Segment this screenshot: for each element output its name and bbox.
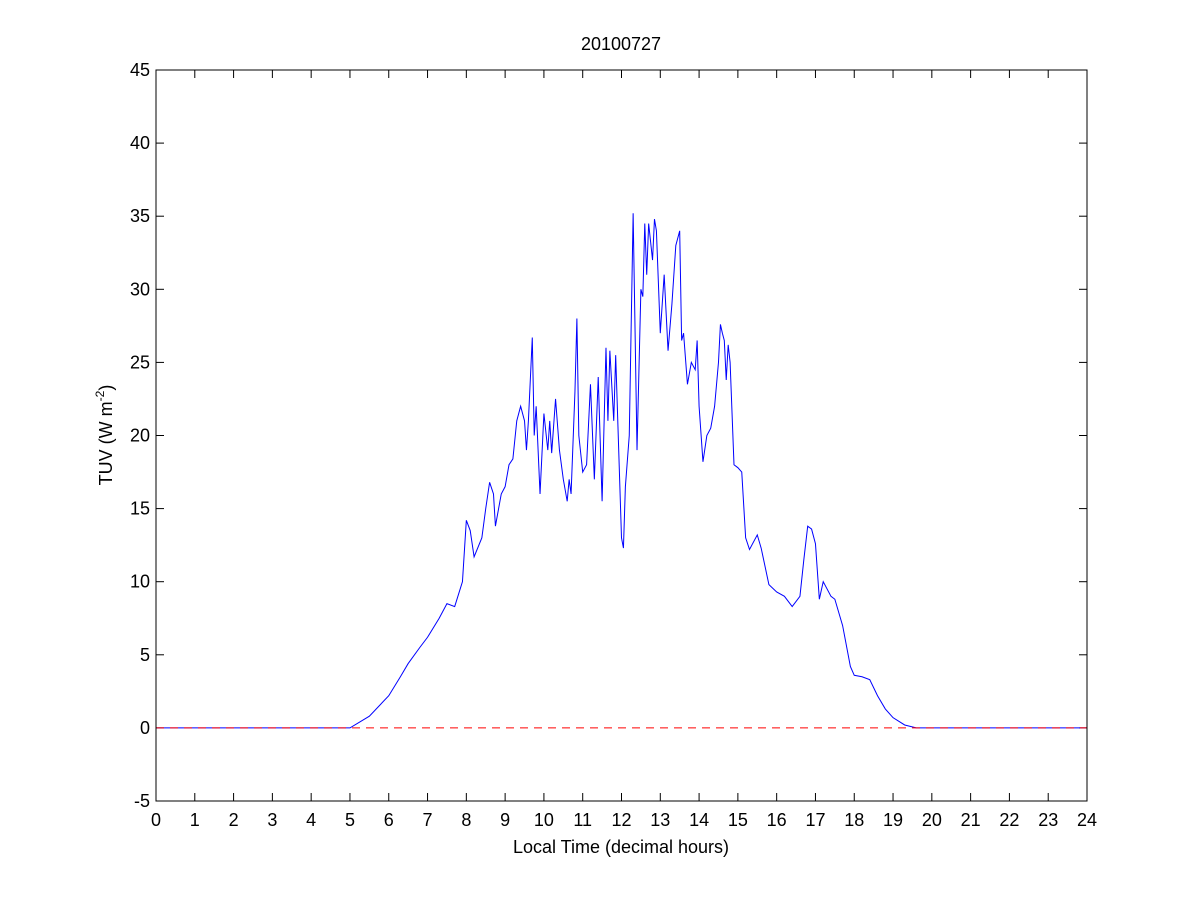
x-tick-label: 8 xyxy=(461,810,471,830)
x-tick-label: 21 xyxy=(961,810,981,830)
x-tick-label: 24 xyxy=(1077,810,1097,830)
y-tick-label: -5 xyxy=(134,791,150,811)
y-axis-label-main: TUV (W m xyxy=(96,401,116,485)
plot-area xyxy=(156,70,1087,801)
y-tick-label: 35 xyxy=(130,206,150,226)
x-tick-label: 11 xyxy=(573,810,592,830)
x-tick-label: 12 xyxy=(611,810,631,830)
x-tick-label: 3 xyxy=(267,810,277,830)
y-tick-label: 0 xyxy=(140,718,150,738)
x-tick-label: 18 xyxy=(844,810,864,830)
x-tick-label: 10 xyxy=(534,810,554,830)
y-tick-label: 15 xyxy=(130,499,150,519)
y-tick-label: 10 xyxy=(130,572,150,592)
y-tick-label: 30 xyxy=(130,279,150,299)
y-tick-label: 25 xyxy=(130,352,150,372)
x-tick-label: 15 xyxy=(728,810,748,830)
x-tick-label: 5 xyxy=(345,810,355,830)
x-tick-label: 17 xyxy=(805,810,825,830)
y-axis-label: TUV (W m-2) xyxy=(93,385,116,486)
x-tick-label: 13 xyxy=(650,810,670,830)
plot-frame xyxy=(155,69,1088,802)
x-tick-label: 20 xyxy=(922,810,942,830)
x-axis-label: Local Time (decimal hours) xyxy=(513,837,729,857)
x-tick-label: 4 xyxy=(306,810,316,830)
x-tick-label: 6 xyxy=(384,810,394,830)
y-axis-label-end: ) xyxy=(96,385,116,391)
x-tick-label: 0 xyxy=(151,810,161,830)
y-tick-label: 5 xyxy=(140,645,150,665)
y-tick-label: 45 xyxy=(130,60,150,80)
x-tick-label: 2 xyxy=(229,810,239,830)
data-line xyxy=(156,213,1087,729)
x-tick-label: 1 xyxy=(190,810,200,830)
x-tick-label: 19 xyxy=(883,810,903,830)
y-axis-label-sup: -2 xyxy=(93,390,107,401)
y-tick-label: 40 xyxy=(130,133,150,153)
x-tick-label: 9 xyxy=(500,810,510,830)
x-tick-label: 22 xyxy=(999,810,1019,830)
y-tick-label: 20 xyxy=(130,426,150,446)
x-tick-label: 14 xyxy=(689,810,709,830)
x-tick-label: 7 xyxy=(423,810,433,830)
x-tick-label: 23 xyxy=(1038,810,1058,830)
x-tick-label: 16 xyxy=(767,810,787,830)
chart-title: 20100727 xyxy=(581,34,661,54)
